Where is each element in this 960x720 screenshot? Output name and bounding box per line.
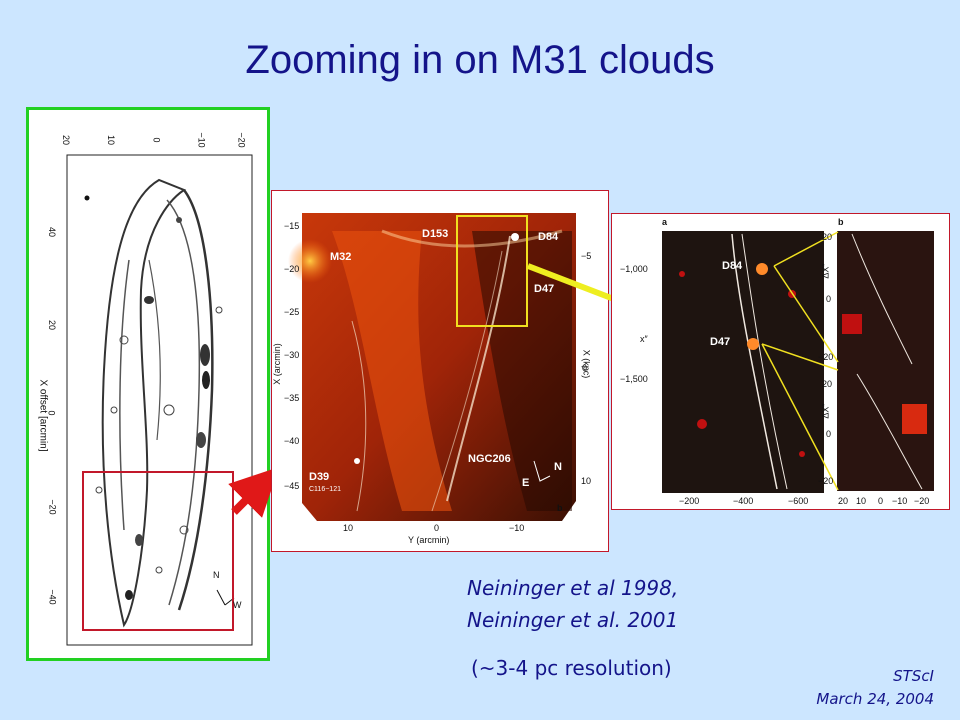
y-tick-label: −1,000 (620, 264, 648, 274)
label-e: E (522, 477, 530, 489)
label-d47: D47 (710, 336, 731, 348)
y-tick-label: −1,500 (620, 374, 648, 384)
contour-map-graphic (66, 154, 253, 646)
citation-line-1: Neininger et al 1998, (467, 576, 679, 600)
y-tick-label: −40 (47, 589, 58, 605)
slide-title: Zooming in on M31 clouds (245, 38, 715, 82)
delta-x-label: ΔX″ (820, 403, 831, 419)
b-y-tick: −20 (818, 352, 834, 362)
m31-image-graphic (288, 213, 576, 521)
label-b: b (838, 217, 844, 227)
y-tick-label: −35 (284, 393, 300, 403)
label-d153: D153 (422, 228, 449, 240)
b-y-tick: −20 (818, 476, 834, 486)
delta-x-label: ΔX″ (820, 263, 831, 279)
y-tick-label: 20 (47, 319, 58, 331)
x-tick-label: −400 (733, 496, 754, 506)
label-d84: D84 (722, 260, 743, 272)
x-tick-label: 20 (61, 134, 72, 146)
citation-line-2: Neininger et al. 2001 (467, 608, 679, 632)
x-tick-label: −600 (788, 496, 809, 506)
x-tick-label: 10 (343, 523, 354, 533)
x-tick-label: −10 (509, 523, 525, 533)
x-tick-label: 10 (106, 134, 117, 146)
y-axis-label: X offset [arcmin] (37, 379, 49, 452)
compass-north: N (213, 570, 220, 580)
footer-date: March 24, 2004 (816, 690, 934, 708)
footer-org: STScI (893, 667, 934, 685)
y-tick-label: −15 (284, 221, 300, 231)
label-m32: M32 (330, 251, 352, 263)
label-n: N (554, 461, 562, 473)
right-axis-label: X (kpc) (581, 349, 592, 379)
x-tick-label: −200 (679, 496, 700, 506)
b-x-tick: −10 (892, 496, 908, 506)
b-x-tick: 10 (856, 496, 867, 506)
b-y-tick: 0 (826, 294, 832, 304)
y-tick-label: −45 (284, 481, 300, 491)
b-x-tick: 0 (878, 496, 884, 506)
label-a: a (662, 217, 668, 227)
x-tick-label: 0 (151, 137, 162, 143)
x-tick-label: 0 (434, 523, 440, 533)
label-d39: D39 (309, 471, 330, 483)
b-x-tick: 20 (838, 496, 849, 506)
y-tick-label: −30 (284, 350, 300, 360)
y-tick-label: −20 (47, 499, 58, 515)
x-tick-label: −10 (196, 132, 207, 148)
zoom-graphic (662, 231, 934, 493)
zoom-panel: a b D84 D47 x″ ΔX″ ΔX″ −1,000 −1,500 −20… (611, 213, 950, 510)
label-d47: D47 (534, 283, 555, 295)
y-tick-label: −40 (284, 436, 300, 446)
right-tick-label: −5 (581, 251, 592, 261)
y-axis-label: X (arcmin) (271, 343, 282, 385)
x-tick-label: −20 (236, 132, 247, 148)
label-c116-121: C116−121 (309, 486, 341, 493)
x-axis-label: Y (arcmin) (408, 535, 450, 545)
label-ngc206: NGC206 (468, 453, 511, 465)
y-axis-label: x″ (640, 334, 648, 344)
b-y-tick: 20 (822, 232, 833, 242)
y-tick-label: −25 (284, 307, 300, 317)
label-b: b (557, 503, 563, 513)
resolution-note: (~3-4 pc resolution) (471, 656, 672, 680)
compass-west: W (233, 600, 242, 610)
contour-map-panel: 20 10 0 −10 −20 40 20 0 −20 −40 X offset… (26, 107, 270, 661)
label-d84: D84 (538, 231, 559, 243)
right-tick-label: 10 (581, 476, 592, 486)
b-x-tick: −20 (914, 496, 930, 506)
m31-image-panel: D153 D84 M32 D47 NGC206 D39 C116−121 N E… (271, 190, 609, 552)
b-y-tick: 0 (826, 429, 832, 439)
right-tick-label: 0 (582, 363, 588, 373)
y-tick-label: 40 (47, 226, 58, 238)
b-y-tick: 20 (822, 379, 833, 389)
y-tick-label: −20 (284, 264, 300, 274)
